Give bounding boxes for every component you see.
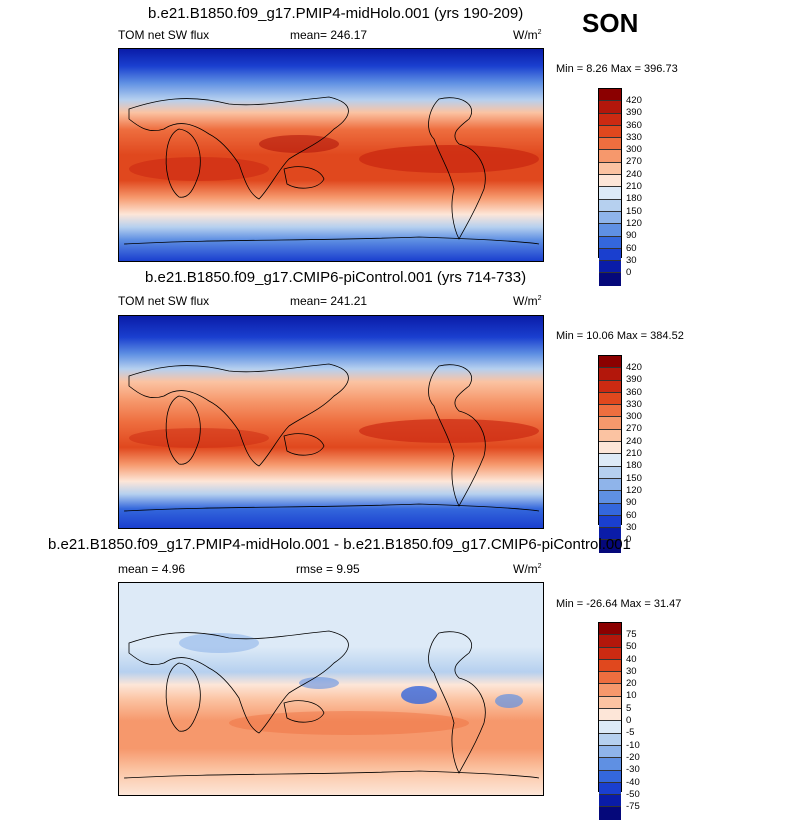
panel2-coastlines bbox=[123, 363, 540, 512]
panel1-coastlines bbox=[123, 96, 540, 245]
season-label: SON bbox=[582, 8, 639, 38]
panel2-variable-label: TOM net SW flux bbox=[118, 294, 210, 308]
panel2-map bbox=[118, 315, 544, 529]
panel1-colorbar bbox=[598, 88, 622, 286]
panel2-colorbar bbox=[598, 355, 622, 553]
panel1-mean-label: mean= 246.17 bbox=[290, 28, 368, 42]
panel1-units-label: W/m2 bbox=[513, 28, 542, 42]
panel1-title: b.e21.B1850.f09_g17.PMIP4-midHolo.001 (y… bbox=[148, 5, 524, 22]
panel1-colorbar-labels: 420 390 360 330 300 270 240 210 180 150 120 90 6… bbox=[626, 95, 642, 279]
panel1-minmax: Min = 8.26 Max = 396.73 bbox=[556, 63, 678, 75]
panel2-units-label: W/m2 bbox=[513, 294, 542, 308]
panel1-map bbox=[118, 48, 544, 262]
panel3-colorbar-labels: 75 50 40 30 20 10 5 0 -5 -10 -20 -30 -40 -50 -75 bbox=[626, 629, 640, 813]
panel3-title: b.e21.B1850.f09_g17.PMIP4-midHolo.001 - … bbox=[48, 536, 631, 553]
panel1-variable-label: TOM net SW flux bbox=[118, 28, 210, 42]
panel2-colorbar-labels: 420 390 360 330 300 270 240 210 180 150 120 90 6… bbox=[626, 362, 642, 546]
panel3-units-label: W/m2 bbox=[513, 562, 542, 576]
panel3-mean-label: mean = 4.96 bbox=[118, 562, 186, 576]
panel2-mean-label: mean= 241.21 bbox=[290, 294, 368, 308]
panel2-title: b.e21.B1850.f09_g17.CMIP6-piControl.001 … bbox=[145, 269, 527, 286]
panel3-rmse-label: rmse = 9.95 bbox=[296, 562, 360, 576]
panel2-minmax: Min = 10.06 Max = 384.52 bbox=[556, 330, 684, 342]
panel3-coastlines bbox=[123, 630, 540, 779]
panel3-map bbox=[118, 582, 544, 796]
panel3-minmax: Min = -26.64 Max = 31.47 bbox=[556, 598, 682, 610]
panel3-colorbar bbox=[598, 622, 622, 820]
